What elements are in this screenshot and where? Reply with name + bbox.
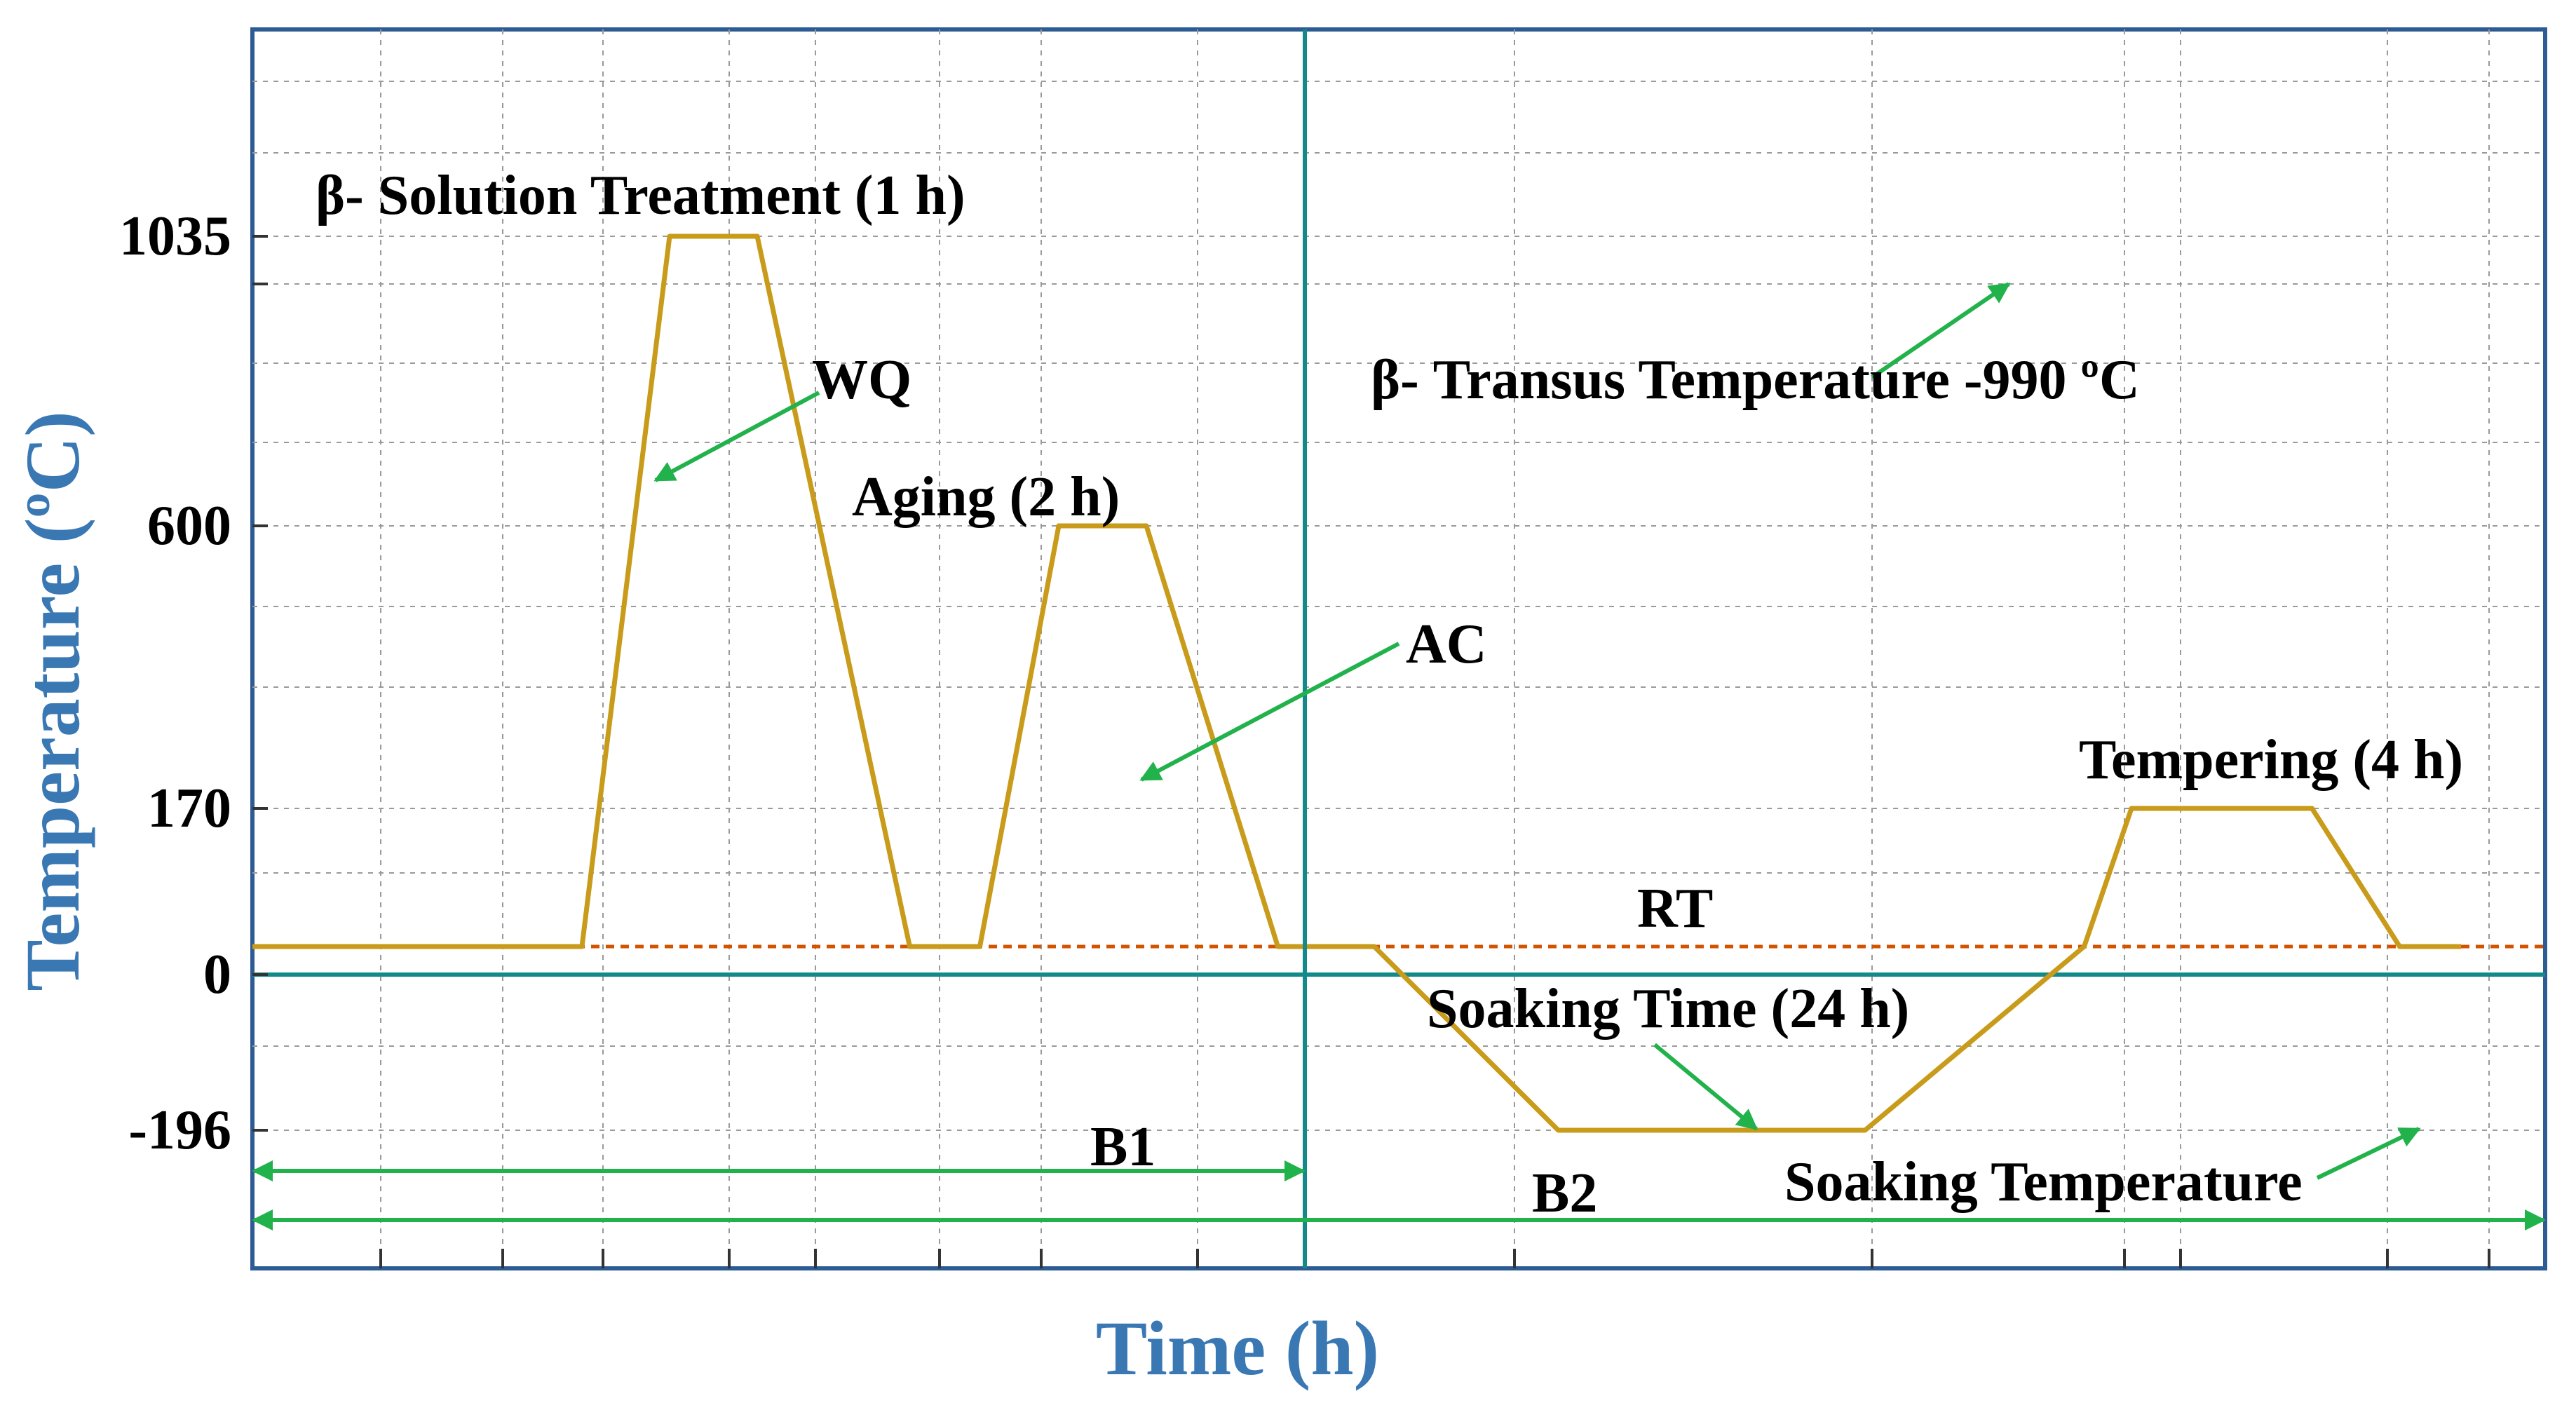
x-ticks	[379, 1249, 2490, 1268]
soaking-temp-arrow	[2316, 1127, 2421, 1180]
y-tick-label: 170	[147, 778, 231, 839]
wq-arrow	[653, 391, 820, 482]
y-tick-label: 0	[203, 944, 231, 1005]
b1-label: B1	[1090, 1116, 1155, 1178]
ac-label: AC	[1406, 614, 1487, 675]
reference-lines	[252, 944, 2545, 977]
soaking-temperature-label: Soaking Temperature	[1784, 1151, 2303, 1213]
soaking-time-label: Soaking Time (24 h)	[1427, 978, 1909, 1040]
aging-label: Aging (2 h)	[852, 466, 1120, 528]
grid	[252, 29, 2545, 1268]
solution-treatment-label: β- Solution Treatment (1 h)	[316, 165, 965, 226]
rt-label: RT	[1637, 878, 1713, 940]
annotation-arrows	[252, 282, 2546, 1231]
y-tick-label: 600	[147, 495, 231, 557]
y-axis-title: Temperature (ºC)	[10, 411, 95, 991]
wq-label: WQ	[812, 349, 911, 411]
y-tick-label: 1035	[119, 205, 231, 267]
ac-arrow	[1139, 642, 1400, 782]
transus-label: β- Transus Temperature -990 ºC	[1371, 349, 2140, 411]
y-ticks: 1035 600 170 0 -196	[119, 205, 268, 1161]
b2-label: B2	[1532, 1162, 1597, 1224]
soaking-time-arrow	[1653, 1043, 1758, 1131]
x-axis-title: Time (h)	[1096, 1306, 1379, 1391]
y-tick-label: -196	[128, 1099, 231, 1161]
series-layer	[252, 233, 2462, 1133]
transus-arrow	[1871, 282, 2011, 379]
tempering-label: Tempering (4 h)	[2079, 729, 2463, 791]
